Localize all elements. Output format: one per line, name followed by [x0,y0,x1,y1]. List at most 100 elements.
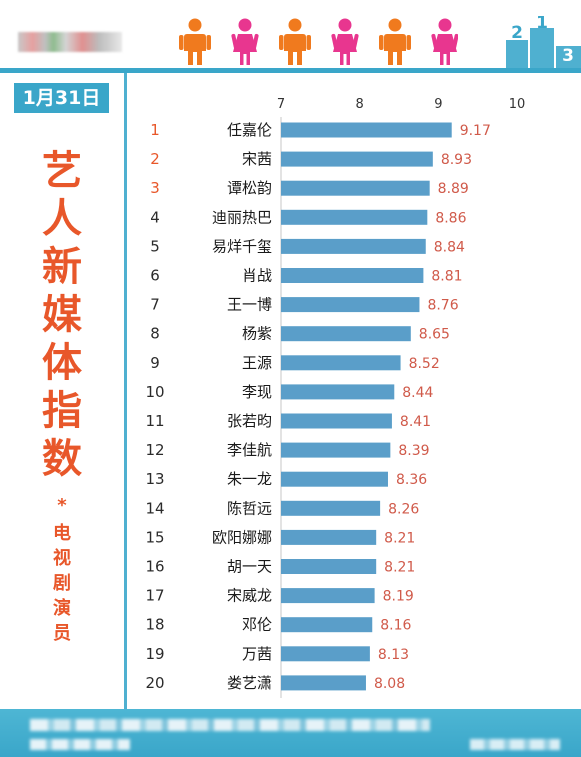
category-label: 邓伦 [242,616,272,634]
value-label: 8.36 [396,472,427,488]
rank-label: 8 [150,325,160,343]
rank-label: 5 [150,237,160,255]
header-divider [0,68,581,73]
person-male-icon [279,18,311,65]
podium-label: 3 [562,46,574,66]
sidebar: 1月31日 艺人新媒体指数 * 电视剧演员 [0,73,127,709]
rank-label: 18 [145,616,164,634]
title-separator: * [57,495,67,516]
bar [281,180,430,196]
rank-label: 7 [150,296,160,314]
category-label: 王一博 [227,296,272,314]
vertical-subtitle: 电视剧演员 [0,521,124,646]
bar [281,297,420,313]
axis-tick-label: 8 [356,97,364,112]
title-char: 剧 [53,573,71,594]
blurred-logo [18,32,122,52]
rank-label: 11 [145,412,164,430]
title-char: 指 [42,388,82,434]
person-male-icon [179,18,211,65]
title-char: 媒 [42,292,82,338]
category-label: 谭松韵 [227,179,272,197]
rank-label: 19 [145,645,164,663]
axis-tick-label: 10 [509,97,526,112]
bar [281,529,377,545]
bar [281,675,366,691]
category-label: 万茜 [242,645,272,663]
value-label: 8.65 [419,327,450,343]
value-label: 8.16 [380,618,411,634]
title-char: 员 [53,623,71,644]
bar [281,238,426,254]
bar-chart: 7 8 9 10 1 任嘉伦 9.17 2 宋茜 8.93 3 谭松韵 8.89 4 迪丽热巴 8.86 5 易烊… [145,97,526,698]
category-label: 迪丽热巴 [212,208,272,226]
bar [281,617,373,633]
bar [281,588,375,604]
rank-label: 17 [145,587,164,605]
value-label: 8.86 [435,210,466,226]
value-label: 8.89 [438,181,469,197]
person-female-icon [431,18,458,65]
title-char: 视 [53,548,71,569]
category-label: 王源 [242,354,272,372]
category-label: 宋茜 [242,150,272,168]
category-label: 张若昀 [227,412,272,430]
footer-banner [0,709,581,757]
podium-label: 2 [511,23,523,43]
value-label: 8.21 [384,560,415,576]
value-label: 8.41 [400,414,431,430]
category-label: 易烊千玺 [212,237,272,255]
title-char: 演 [53,598,71,619]
value-label: 9.17 [460,123,491,139]
bar [281,355,401,371]
category-label: 任嘉伦 [227,121,272,139]
rank-label: 6 [150,267,160,285]
value-label: 8.19 [383,589,414,605]
title-char: 人 [42,196,82,242]
value-label: 8.76 [427,298,458,314]
axis-tick-label: 7 [277,97,285,112]
category-label: 李现 [242,383,272,401]
rank-label: 20 [145,674,164,692]
bar [281,151,433,167]
bar [281,442,391,458]
podium-icon: 2 1 3 [506,16,581,70]
blurred-footer-text [30,739,130,750]
header-banner: 2 1 3 [0,0,581,70]
person-male-icon [379,18,411,65]
category-label: 李佳航 [227,441,272,459]
bar [281,122,452,138]
bar [281,268,424,283]
rank-label: 3 [150,179,160,197]
person-female-icon [331,18,359,65]
bar [281,326,411,342]
rank-label: 15 [145,528,164,546]
vertical-title: 艺人新媒体指数 [0,147,124,483]
title-char: 电 [53,523,71,544]
blurred-footer-text [470,739,560,750]
rank-label: 13 [145,470,164,488]
value-label: 8.13 [378,647,409,663]
value-label: 8.93 [441,152,472,168]
blurred-footer-text [30,719,430,731]
bar [281,500,381,516]
value-label: 8.08 [374,676,405,692]
rank-label: 2 [150,150,160,168]
category-label: 杨紫 [242,325,272,343]
bar [281,209,428,225]
category-label: 朱一龙 [227,470,272,488]
rank-label: 14 [145,499,164,517]
value-label: 8.44 [402,385,433,401]
bar [281,384,395,400]
rank-label: 4 [150,208,160,226]
category-label: 娄艺潇 [227,674,272,692]
category-label: 肖战 [242,267,272,285]
value-label: 8.52 [409,356,440,372]
people-icons-row [179,18,458,65]
rank-label: 12 [145,441,164,459]
bar [281,646,370,662]
rank-label: 9 [150,354,160,372]
value-label: 8.39 [398,443,429,459]
axis-tick-label: 9 [434,97,442,112]
category-label: 宋威龙 [227,587,272,605]
